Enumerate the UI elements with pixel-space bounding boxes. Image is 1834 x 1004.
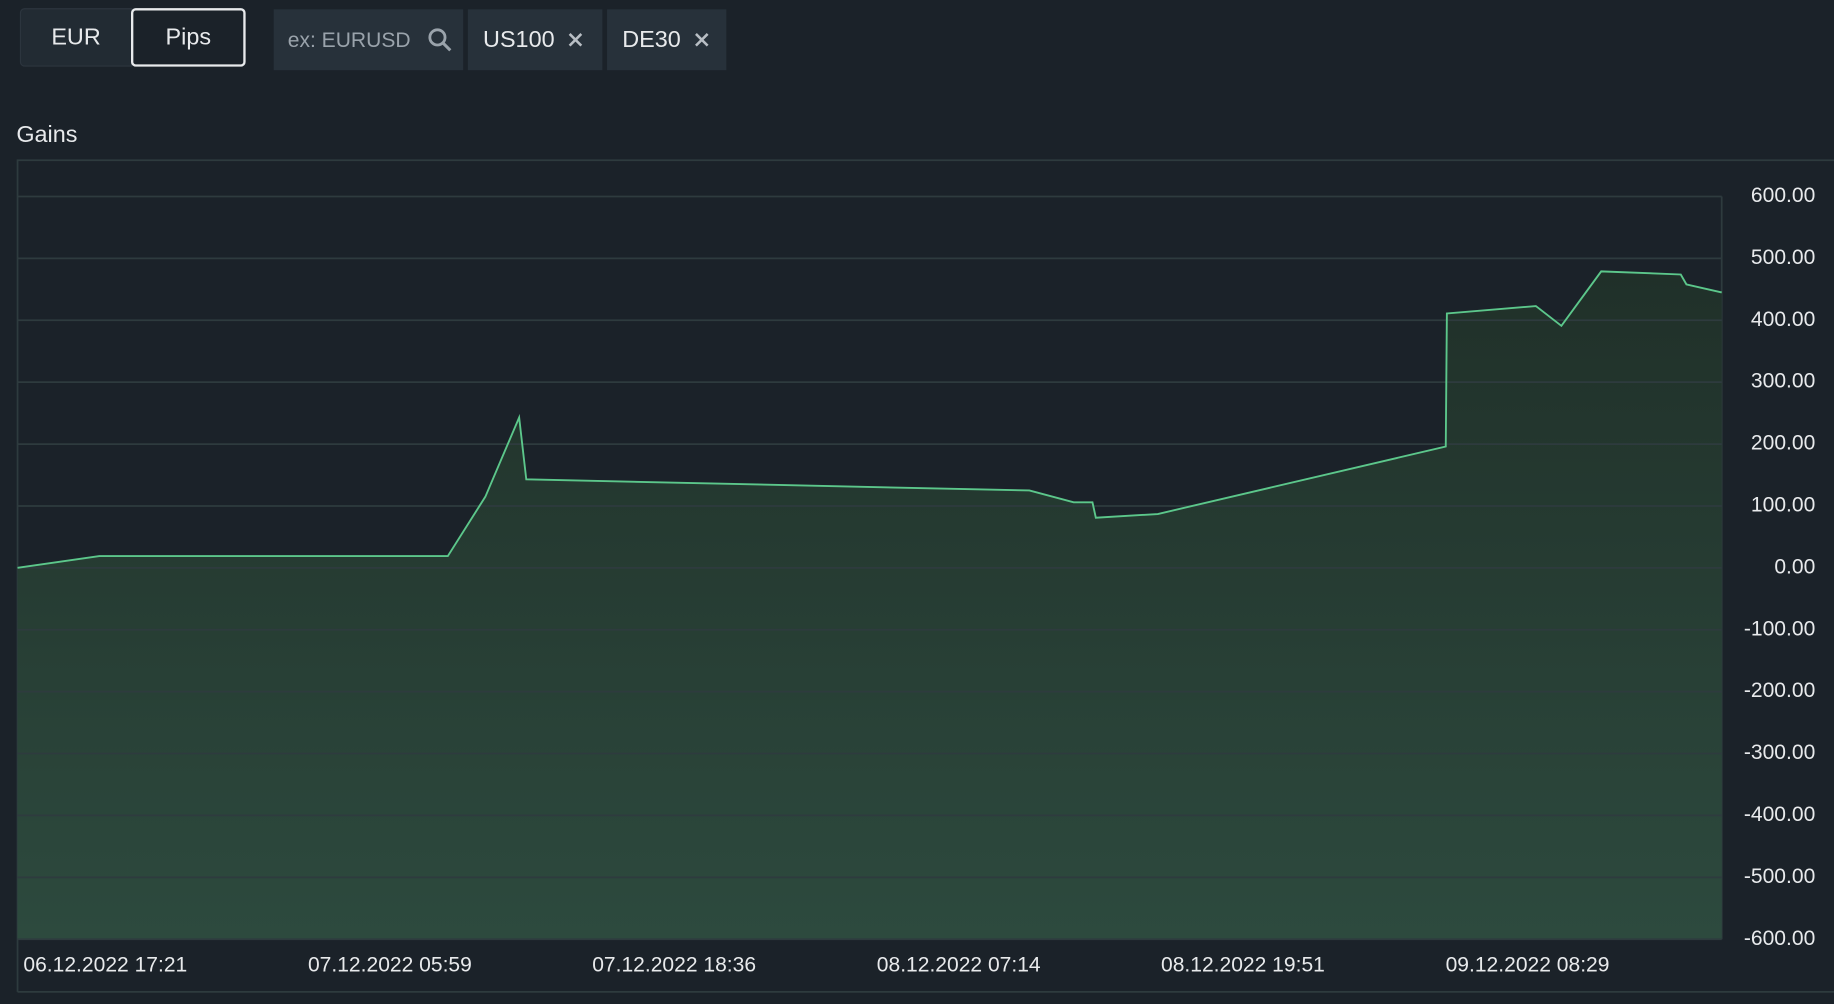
remove-icon[interactable] xyxy=(567,32,583,48)
y-tick-label: -600.00 xyxy=(1744,927,1815,950)
y-tick-label: 100.00 xyxy=(1751,494,1815,517)
y-tick-label: -300.00 xyxy=(1744,741,1815,764)
search-icon xyxy=(428,28,452,52)
y-tick-label: 600.00 xyxy=(1751,184,1815,207)
y-tick-label: 400.00 xyxy=(1751,308,1815,331)
x-tick-label: 08.12.2022 19:51 xyxy=(1161,954,1325,977)
y-tick-label: -500.00 xyxy=(1744,865,1815,888)
y-tick-label: 300.00 xyxy=(1751,370,1815,393)
search-box[interactable]: ex: EURUSD xyxy=(273,9,464,71)
area-fill xyxy=(17,271,1722,940)
x-tick-label: 08.12.2022 07:14 xyxy=(877,954,1041,977)
y-tick-label: -400.00 xyxy=(1744,803,1815,826)
search-placeholder: ex: EURUSD xyxy=(287,27,411,51)
x-tick-label: 09.12.2022 08:29 xyxy=(1446,954,1610,977)
tag-label: DE30 xyxy=(622,26,681,53)
tag[interactable]: DE30 xyxy=(607,9,727,71)
chart-title: Gains xyxy=(16,121,77,147)
eur-button[interactable]: EUR xyxy=(19,8,133,67)
x-tick-label: 07.12.2022 05:59 xyxy=(308,954,472,977)
tag[interactable]: US100 xyxy=(467,9,603,71)
x-tick-label: 07.12.2022 18:36 xyxy=(592,954,756,977)
x-tick-label: 06.12.2022 17:21 xyxy=(23,954,187,977)
y-tick-label: -200.00 xyxy=(1744,679,1815,702)
y-tick-label: 200.00 xyxy=(1751,432,1815,455)
y-tick-label: 0.00 xyxy=(1774,555,1815,578)
tag-label: US100 xyxy=(483,26,555,53)
y-tick-label: -100.00 xyxy=(1744,617,1815,640)
pips-button[interactable]: Pips xyxy=(130,8,246,67)
line xyxy=(17,270,1722,569)
remove-icon[interactable] xyxy=(694,32,710,48)
y-tick-label: 500.00 xyxy=(1751,246,1815,269)
